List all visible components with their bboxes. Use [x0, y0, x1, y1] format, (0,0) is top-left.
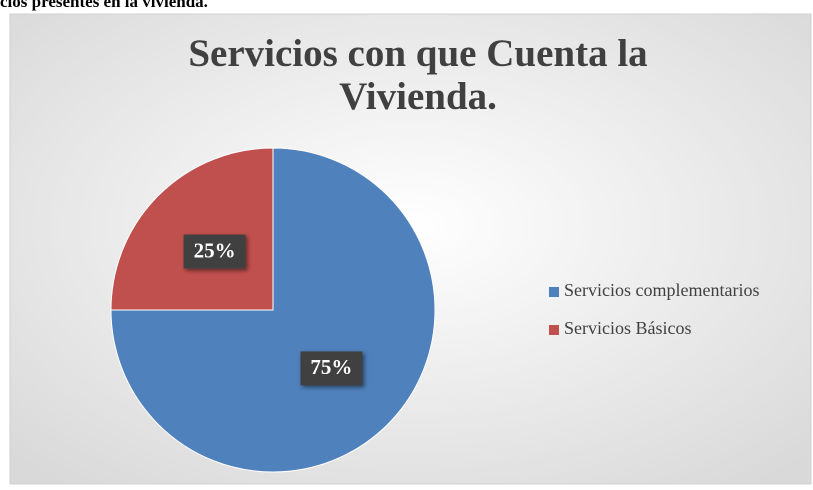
- legend-swatch: [549, 325, 559, 335]
- chart-title: Servicios con que Cuenta la Vivienda.: [188, 32, 647, 118]
- pie-slice: [110, 147, 274, 311]
- data-label: 75%: [310, 355, 352, 379]
- data-label-box: [183, 234, 246, 269]
- caption: cios presentes en la vivienda.: [0, 0, 208, 11]
- data-label-box: [300, 351, 363, 386]
- legend-label: Servicios complementarios: [564, 280, 759, 300]
- legend-label: Servicios Básicos: [564, 318, 692, 338]
- data-label: 25%: [194, 238, 236, 262]
- legend-swatch: [549, 287, 559, 297]
